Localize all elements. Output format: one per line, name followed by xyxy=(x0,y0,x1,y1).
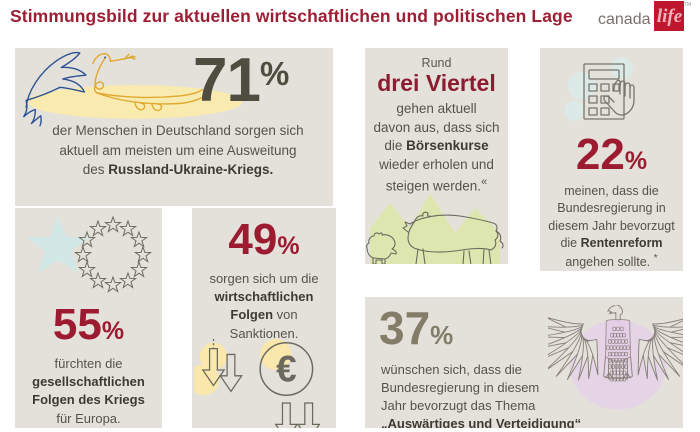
svg-text:€: € xyxy=(276,349,297,390)
